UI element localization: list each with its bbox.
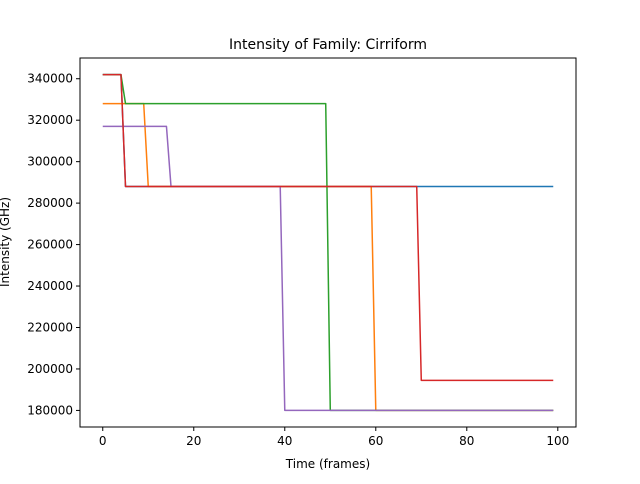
y-tick-label: 220000 xyxy=(27,320,73,334)
y-tick-label: 340000 xyxy=(27,72,73,86)
y-tick-label: 280000 xyxy=(27,196,73,210)
y-tick-label: 260000 xyxy=(27,238,73,252)
chart-title: Intensity of Family: Cirriform xyxy=(229,37,427,53)
x-axis-label: Time (frames) xyxy=(285,457,370,471)
y-tick-label: 200000 xyxy=(27,362,73,376)
y-axis-label: Intensity (GHz) xyxy=(0,197,12,287)
y-tick-label: 180000 xyxy=(27,403,73,417)
x-axis-ticks: 0 20 40 60 80 100 xyxy=(99,427,569,448)
x-tick-label: 20 xyxy=(186,434,201,448)
x-tick-label: 80 xyxy=(459,434,474,448)
x-tick-label: 60 xyxy=(368,434,383,448)
x-tick-label: 100 xyxy=(546,434,569,448)
series-layer xyxy=(102,73,554,412)
y-tick-label: 300000 xyxy=(27,155,73,169)
y-tick-label: 320000 xyxy=(27,113,73,127)
y-axis-ticks: 180000 200000 220000 240000 260000 280000 3000… xyxy=(27,72,80,417)
series-line-5 xyxy=(102,73,554,382)
x-tick-label: 0 xyxy=(99,434,107,448)
y-tick-label: 240000 xyxy=(27,279,73,293)
plot-frame xyxy=(79,57,577,428)
x-tick-label: 40 xyxy=(277,434,292,448)
